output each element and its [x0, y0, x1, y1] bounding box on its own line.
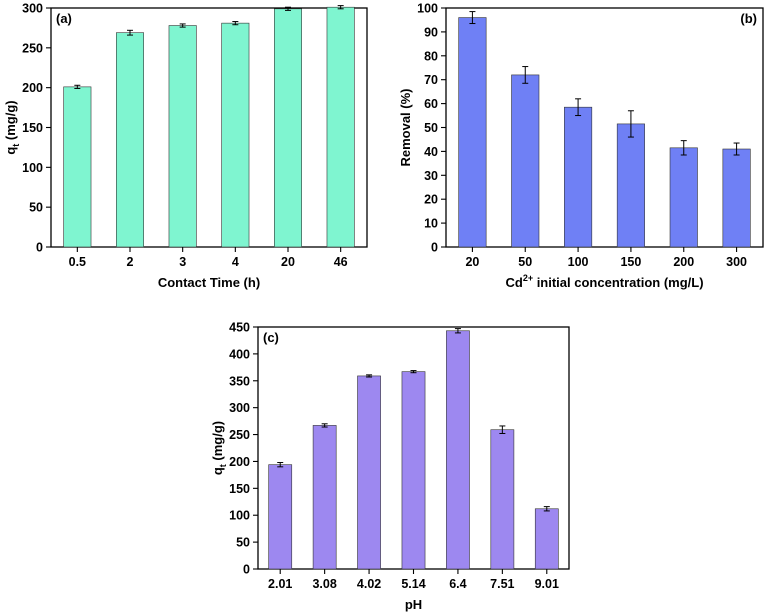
panel-label: (c)	[263, 330, 279, 345]
bar-3.08	[312, 425, 337, 570]
panel-label: (a)	[56, 11, 72, 26]
bar-20	[458, 17, 487, 248]
x-tick-label: 100	[568, 255, 589, 269]
y-tick-label: 150	[22, 121, 43, 135]
y-tick-label: 40	[424, 145, 438, 159]
bar-100	[564, 106, 593, 248]
bar-6.4	[446, 330, 470, 570]
y-tick-label: 90	[424, 25, 438, 39]
bar-150	[616, 123, 645, 248]
x-tick-label: 50	[518, 255, 532, 269]
bar-9.01	[534, 508, 559, 570]
y-tick-label: 10	[424, 217, 438, 231]
bar-46	[326, 6, 355, 248]
bar-4.02	[357, 375, 381, 570]
y-tick-label: 50	[236, 536, 250, 550]
panel-a: 0 50 100 150 200 250 300 0.5 2 3 4 20 46 (a) Contact T…	[3, 2, 368, 290]
y-tick-label: 50	[424, 121, 438, 135]
x-tick-label: 200	[673, 255, 694, 269]
x-axis-title: Cd2+ initial concentration (mg/L)	[505, 273, 703, 290]
y-tick-label: 0	[36, 241, 43, 255]
y-tick-label: 30	[424, 169, 438, 183]
x-axis-title: Contact Time (h)	[158, 275, 260, 290]
x-tick-label: 0.5	[69, 255, 86, 269]
bar-0.5	[63, 86, 92, 248]
x-tick-label: 3	[179, 255, 186, 269]
bar-2.01	[268, 464, 293, 570]
y-tick-label: 80	[424, 49, 438, 63]
plot-frame	[50, 7, 368, 248]
y-tick-label: 150	[229, 482, 250, 496]
y-tick-label: 250	[22, 41, 43, 55]
y-tick-label: 0	[431, 241, 438, 255]
panel-label: (b)	[740, 11, 757, 26]
x-tick-label: 7.51	[490, 577, 514, 591]
x-axis-title: pH	[405, 597, 422, 612]
x-tick-label: 300	[726, 255, 747, 269]
y-tick-label: 300	[22, 2, 43, 16]
y-tick-label: 70	[424, 73, 438, 87]
bar-300	[722, 148, 751, 248]
y-tick-label: 350	[229, 374, 250, 388]
y-axis-title: qt (mg/g)	[3, 100, 21, 154]
x-tick-label: 2	[127, 255, 134, 269]
x-tick-label: 5.14	[401, 577, 425, 591]
y-axis-title: qt (mg/g)	[210, 421, 228, 475]
bar-4	[221, 22, 250, 248]
x-tick-label: 6.4	[449, 577, 466, 591]
bar-5.14	[401, 371, 426, 570]
y-tick-label: 100	[229, 509, 250, 523]
x-tick-label: 20	[465, 255, 479, 269]
panel-c: 0 50 100 150 200 250 300 350 400 450 2.01 3.08 4.02 5…	[210, 321, 570, 612]
bar-20	[274, 8, 302, 248]
x-tick-label: 3.08	[312, 577, 336, 591]
y-tick-label: 60	[424, 97, 438, 111]
bar-3	[168, 25, 197, 248]
y-tick-label: 200	[22, 81, 43, 95]
bar-200	[669, 147, 698, 248]
x-tick-label: 4	[232, 255, 239, 269]
y-tick-label: 300	[229, 401, 250, 415]
x-tick-label: 46	[334, 255, 348, 269]
y-tick-label: 100	[22, 161, 43, 175]
bar-50	[511, 74, 540, 248]
x-tick-label: 150	[620, 255, 641, 269]
y-tick-label: 400	[229, 347, 250, 361]
bar-2	[116, 32, 144, 248]
y-tick-label: 200	[229, 455, 250, 469]
x-tick-label: 20	[281, 255, 295, 269]
x-tick-label: 2.01	[268, 577, 292, 591]
panel-b: 0 10 20 30 40 50 60 70 80 90 100 20 50 100 150 200 300 (b…	[398, 2, 764, 290]
y-tick-label: 0	[243, 563, 250, 577]
y-tick-label: 100	[417, 2, 438, 16]
x-tick-label: 4.02	[357, 577, 381, 591]
y-tick-label: 20	[424, 193, 438, 207]
bar-7.51	[490, 429, 515, 570]
y-axis-title: Removal (%)	[398, 88, 413, 166]
y-tick-label: 50	[29, 201, 43, 215]
y-tick-label: 250	[229, 428, 250, 442]
y-tick-label: 450	[229, 321, 250, 335]
x-tick-label: 9.01	[535, 577, 559, 591]
plot-frame	[445, 7, 764, 248]
